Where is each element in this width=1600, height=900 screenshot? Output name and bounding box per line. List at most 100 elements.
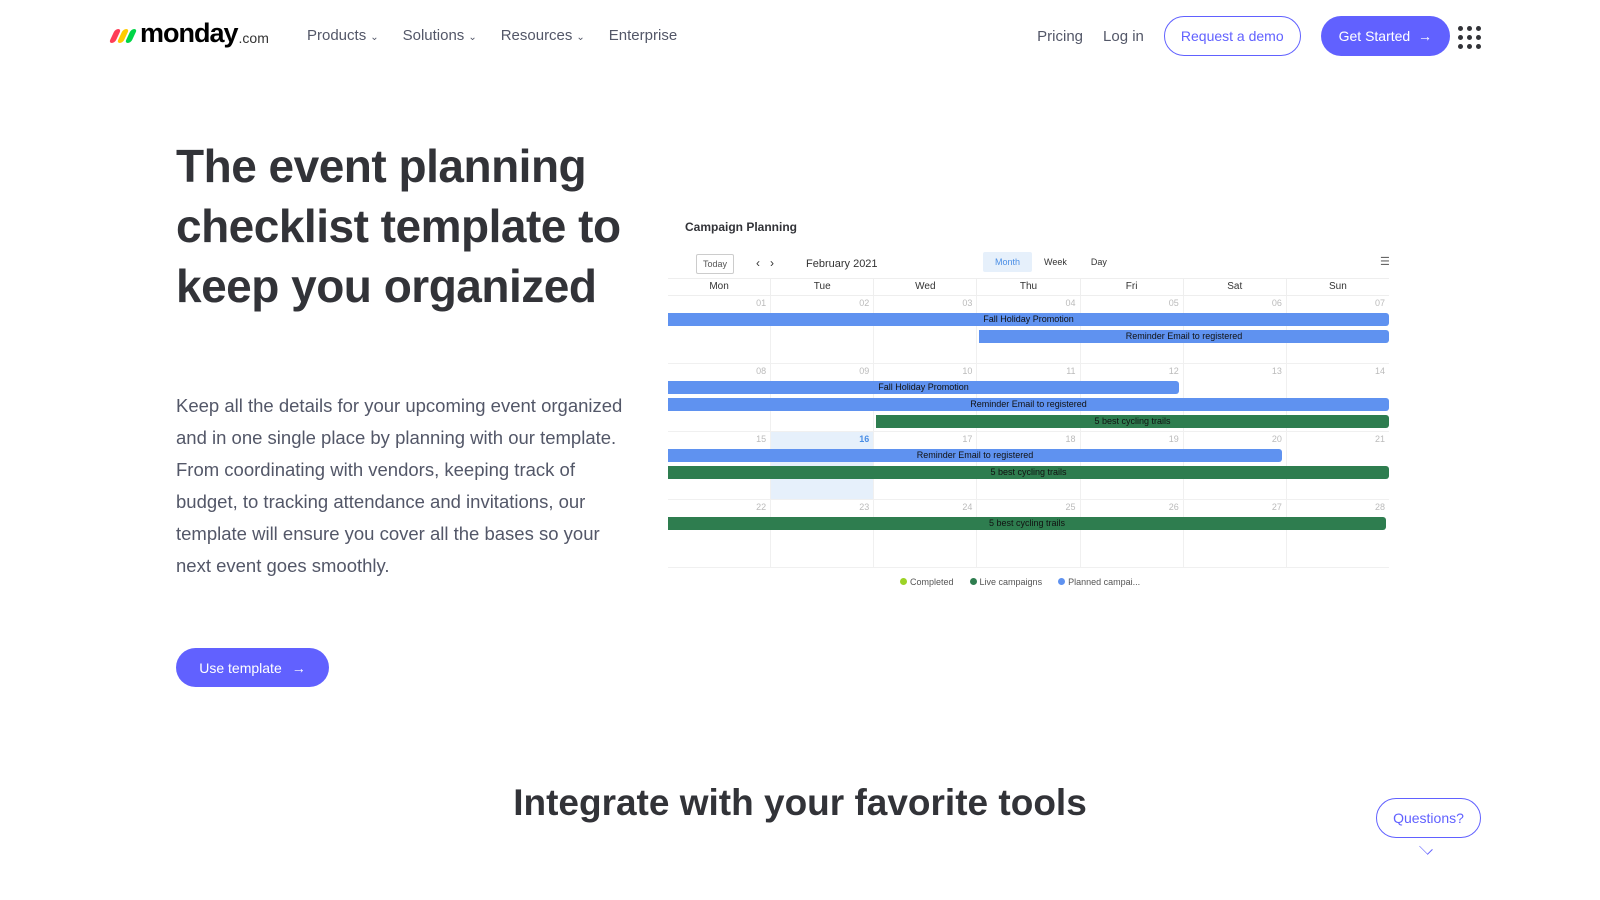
chevron-down-icon: ⌄: [576, 32, 585, 43]
event-bar[interactable]: Reminder Email to registered: [668, 449, 1282, 462]
questions-button[interactable]: Questions?: [1376, 798, 1481, 838]
calendar-day[interactable]: 24: [873, 500, 976, 567]
weekday-label: Sat: [1182, 279, 1286, 295]
calendar-day[interactable]: 20: [1182, 432, 1286, 499]
weekday-label: Sun: [1285, 279, 1389, 295]
use-template-button[interactable]: Use template →: [176, 648, 329, 687]
nav-label: Resources: [500, 27, 573, 44]
chevron-left-icon[interactable]: ‹: [756, 256, 770, 270]
calendar-day[interactable]: 26: [1079, 500, 1183, 567]
weekday-label: Thu: [976, 279, 1079, 295]
view-switcher: Month Week Day: [983, 252, 1119, 272]
nav-enterprise[interactable]: Enterprise: [609, 27, 677, 44]
day-number: 25: [1065, 502, 1076, 512]
request-demo-button[interactable]: Request a demo: [1163, 16, 1301, 56]
speech-tail-icon: [1419, 841, 1433, 855]
today-button[interactable]: Today: [696, 254, 735, 274]
calendar-day[interactable]: 05: [1079, 296, 1183, 363]
month-nav[interactable]: ‹›: [756, 256, 784, 270]
day-number: 21: [1374, 434, 1385, 444]
day-number: 10: [962, 366, 973, 376]
nav-resources[interactable]: Resources ⌄: [501, 27, 585, 44]
day-number: 04: [1065, 298, 1076, 308]
monday-logo[interactable]: monday .com: [108, 18, 269, 49]
month-label: February 2021: [806, 258, 878, 270]
day-number: 11: [1066, 366, 1076, 376]
nav-label: Solutions: [402, 27, 465, 44]
day-number: 28: [1374, 502, 1385, 512]
calendar-day[interactable]: 16: [770, 432, 874, 499]
nav-login[interactable]: Log in: [1103, 27, 1144, 45]
event-bar[interactable]: Fall Holiday Promotion: [668, 381, 1179, 394]
calendar-day[interactable]: 04: [976, 296, 1079, 363]
calendar-day[interactable]: 25: [976, 500, 1079, 567]
calendar-day[interactable]: 12: [1079, 364, 1183, 431]
event-bar[interactable]: Reminder Email to registered: [668, 398, 1389, 411]
day-number: 23: [859, 502, 870, 512]
calendar-day[interactable]: 28: [1285, 500, 1389, 567]
legend-label: Planned campai...: [1068, 577, 1141, 587]
calendar-day[interactable]: 27: [1182, 500, 1286, 567]
nav-pricing[interactable]: Pricing: [1037, 27, 1084, 45]
day-number: 24: [962, 502, 973, 512]
calendar-grid: Mon Tue Wed Thu Fri Sat Sun 01 02 03 04 05 06 07 Fall…: [668, 278, 1389, 568]
calendar-day[interactable]: 08: [668, 364, 770, 431]
legend-dot-icon: [1058, 578, 1066, 585]
chevron-right-icon[interactable]: ›: [770, 256, 784, 270]
view-month[interactable]: Month: [983, 252, 1033, 272]
calendar-day[interactable]: 10: [873, 364, 976, 431]
event-bar[interactable]: Fall Holiday Promotion: [668, 313, 1389, 326]
calendar-day[interactable]: 21: [1285, 432, 1389, 499]
calendar-day[interactable]: 19: [1079, 432, 1183, 499]
calendar-day[interactable]: 14: [1285, 364, 1389, 431]
calendar-day[interactable]: 13: [1182, 364, 1286, 431]
day-number: 15: [756, 434, 767, 444]
nav-label: Products: [307, 27, 367, 44]
chevron-down-icon: ⌄: [370, 32, 379, 43]
weekday-header: Mon Tue Wed Thu Fri Sat Sun: [668, 278, 1389, 296]
day-number: 02: [859, 298, 870, 308]
day-number: 22: [756, 502, 767, 512]
day-number: 18: [1065, 434, 1076, 444]
calendar-day[interactable]: 09: [770, 364, 873, 431]
calendar-day[interactable]: 11: [976, 364, 1079, 431]
day-number: 14: [1374, 366, 1385, 376]
view-day[interactable]: Day: [1090, 257, 1107, 267]
calendar-day[interactable]: 23: [770, 500, 873, 567]
calendar-day[interactable]: 18: [976, 432, 1079, 499]
calendar-preview: Campaign Planning Today ‹› February 2021…: [668, 210, 1418, 620]
calendar-day[interactable]: 01: [668, 296, 770, 363]
calendar-day[interactable]: 02: [770, 296, 873, 363]
day-number: 08: [756, 366, 767, 376]
day-number: 17: [962, 434, 973, 444]
event-bar[interactable]: 5 best cycling trails: [876, 415, 1389, 428]
day-number: 13: [1271, 366, 1282, 376]
calendar-title: Campaign Planning: [685, 220, 798, 234]
weekday-label: Tue: [770, 279, 873, 295]
day-number: 19: [1168, 434, 1179, 444]
calendar-day[interactable]: 07: [1285, 296, 1389, 363]
filter-icon[interactable]: ☰: [1380, 256, 1390, 268]
legend-label: Completed: [910, 577, 954, 587]
event-bar[interactable]: Reminder Email to registered: [979, 330, 1389, 343]
legend-label: Live campaigns: [979, 577, 1043, 587]
event-bar[interactable]: 5 best cycling trails: [668, 517, 1386, 530]
logo-mark-icon: [108, 29, 138, 43]
nav-products[interactable]: Products ⌄: [307, 27, 379, 44]
calendar-week: 01 02 03 04 05 06 07 Fall Holiday Promotion Remi…: [668, 296, 1389, 364]
day-number: 20: [1271, 434, 1282, 444]
calendar-day[interactable]: 22: [668, 500, 770, 567]
logo-text: monday: [140, 18, 239, 48]
calendar-day[interactable]: 15: [668, 432, 770, 499]
weekday-label: Fri: [1079, 279, 1183, 295]
get-started-button[interactable]: Get Started →: [1320, 16, 1450, 56]
nav-solutions[interactable]: Solutions ⌄: [403, 27, 477, 44]
view-week[interactable]: Week: [1044, 257, 1067, 267]
calendar-day[interactable]: 17: [873, 432, 976, 499]
event-bar[interactable]: 5 best cycling trails: [668, 466, 1389, 479]
calendar-day[interactable]: 06: [1182, 296, 1286, 363]
chevron-down-icon: ⌄: [468, 32, 477, 43]
calendar-day[interactable]: 03: [873, 296, 976, 363]
apps-grid-icon[interactable]: [1458, 26, 1481, 49]
arrow-right-icon: →: [1418, 28, 1432, 44]
